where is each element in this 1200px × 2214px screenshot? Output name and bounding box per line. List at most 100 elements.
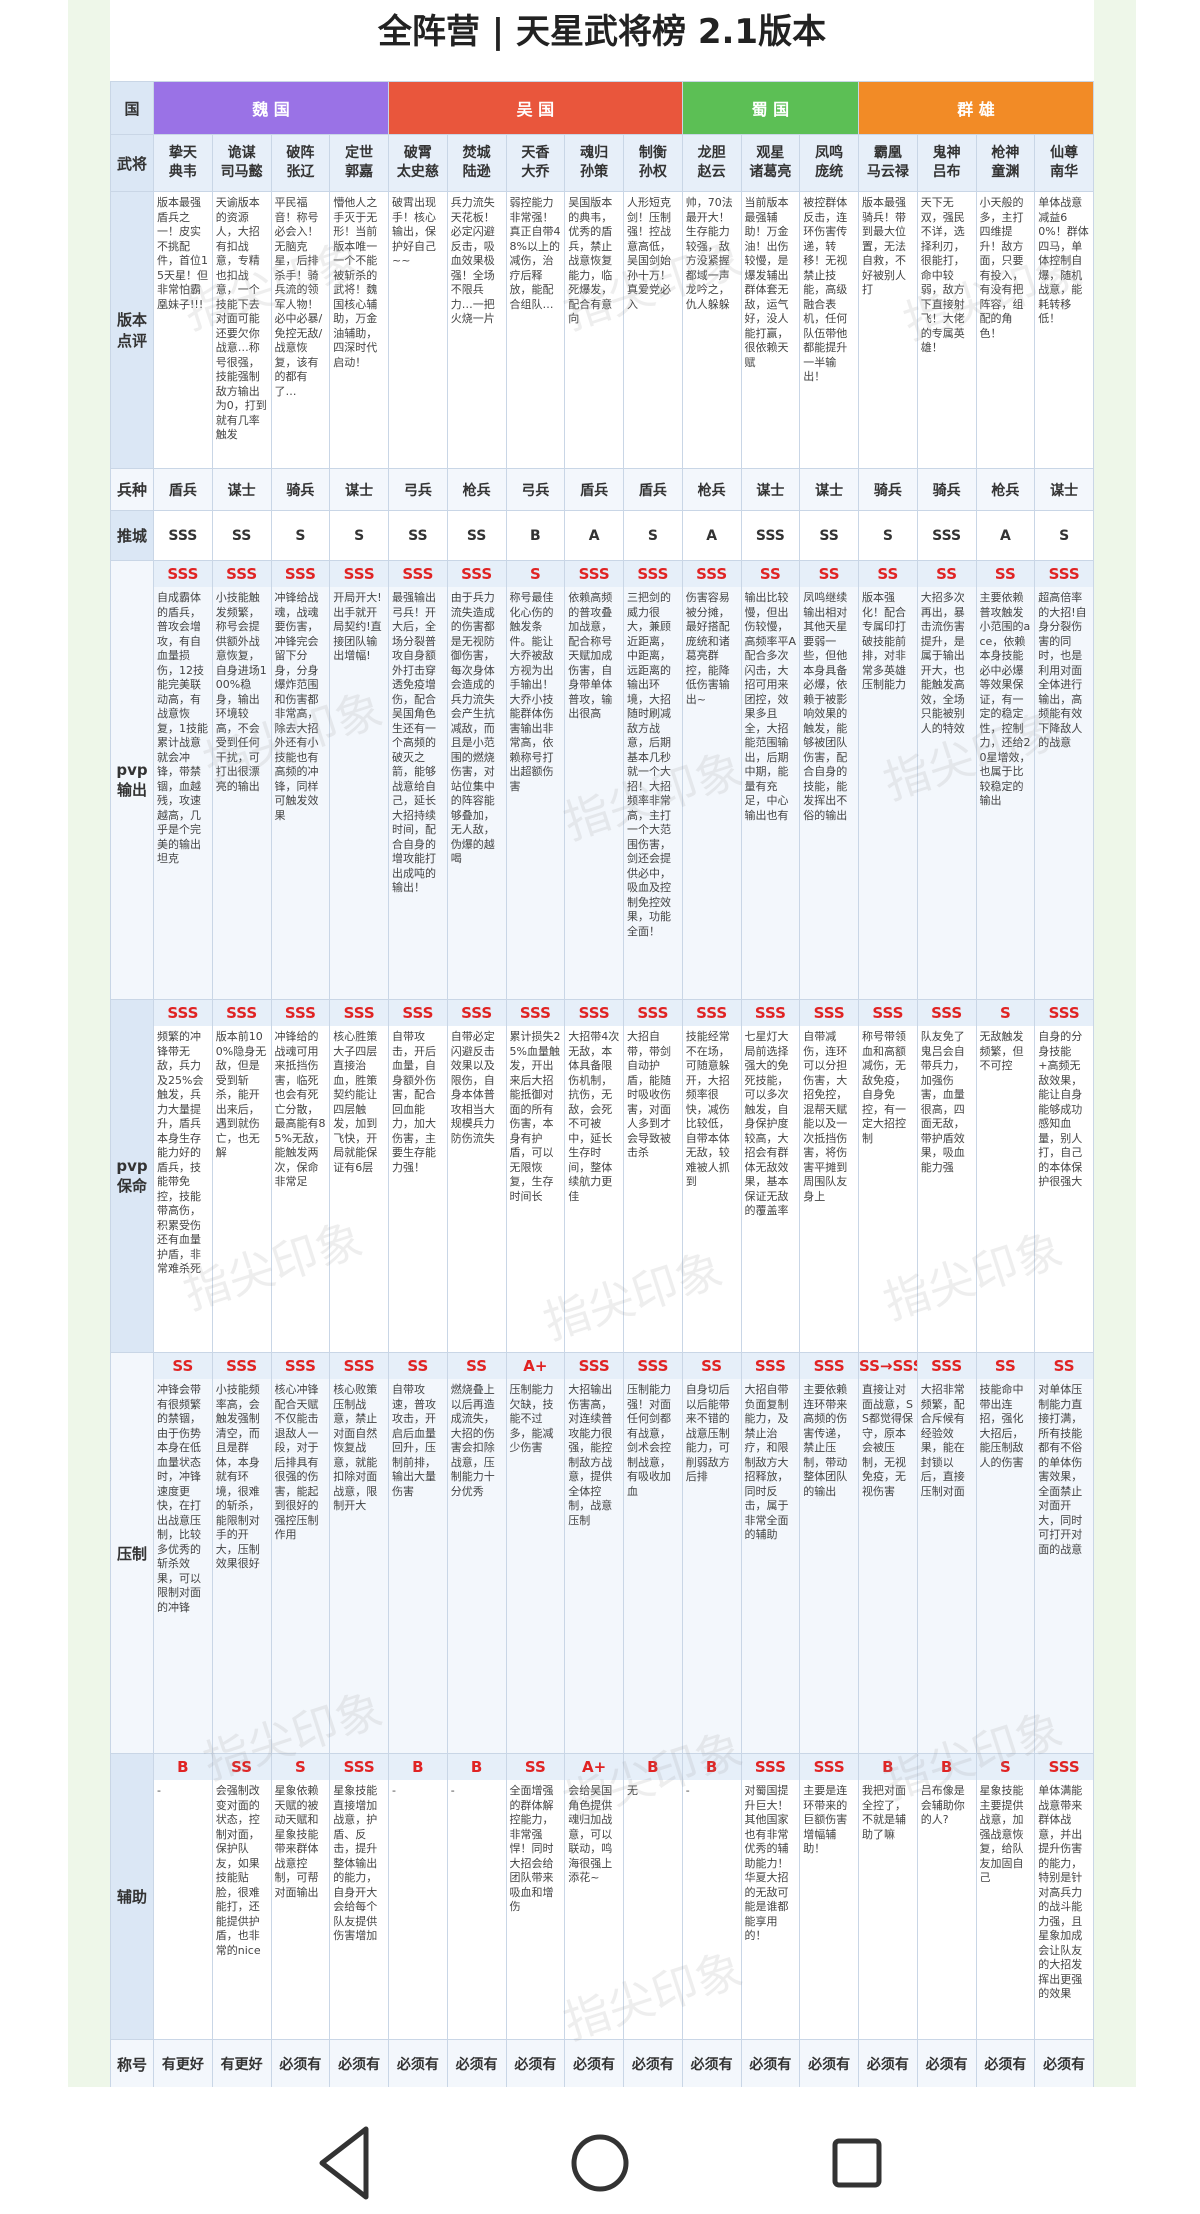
rating-text: 大招自带，带剑自动护盾，能随时吸收伤害，对面人多到才会导致被击杀	[627, 1030, 671, 1159]
rating: SSS	[389, 561, 447, 587]
rating: SSS	[565, 1353, 623, 1379]
general-name: 郭嘉	[345, 164, 374, 180]
comment-cell: 单体战意减益60%！群体四马，单体控制自爆，随机战意，能耗转移低！	[1034, 191, 1094, 469]
rating: SS	[1035, 1353, 1093, 1379]
text-cell: 必须有	[564, 2039, 624, 2089]
rating: SS	[741, 561, 799, 587]
rated-cell: SSS 核心冲锋配合天赋不仅能击退敌人一段，对于后排具有很强的伤害，能起到很好的强…	[270, 1352, 331, 1754]
home-button[interactable]	[571, 2134, 629, 2192]
table-row: 辅助 B - SS 会强制改变对面的状态，控制对面，保护队友，如果技能贴脸，很难能打，还…	[110, 1753, 1094, 2040]
back-button[interactable]	[319, 2126, 369, 2200]
table-row: 称号 有更好 有更好 必须有 必须有 必须有 必须有 必须有 必须有 必须有 必须有 必须有 必须有 必须…	[110, 2039, 1094, 2089]
rating-text: 无	[627, 1784, 638, 1797]
rating: SS→SSS	[859, 1353, 917, 1379]
rating-text: 大招非常频繁，配合斥候有经验效果，能在封锁以后，直接压制对面	[920, 1383, 965, 1498]
rated-cell: SSS 累计损失25%血量触发，开出来后大招能抵御对面的所有伤害，本身有护盾，可以…	[505, 999, 566, 1353]
rating: SSS	[330, 1754, 388, 1780]
rating: SS	[976, 561, 1034, 587]
general-cell: 定世 郭嘉	[329, 134, 389, 192]
general-name: 童渊	[991, 164, 1020, 180]
text-cell: 必须有	[681, 2039, 742, 2089]
rating: SSS	[213, 1353, 271, 1379]
rated-cell: SSS 三把剑的威力很大，兼顾近距离，中距离，远距离的输出环境，大招随时刷减敌方战…	[623, 560, 683, 1000]
rating: SSS	[741, 1000, 799, 1026]
text-cell: 谋士	[799, 468, 859, 511]
recents-button[interactable]	[832, 2138, 882, 2188]
rating: SSS	[154, 561, 212, 587]
row-label: 推城	[110, 510, 154, 561]
general-name: 诸葛亮	[749, 164, 792, 180]
general-name: 大乔	[521, 164, 550, 180]
rating-text: 吕布像是会辅助你的人?	[920, 1784, 965, 1826]
general-title: 观星	[756, 145, 785, 161]
rated-cell: SSS 队友免了鬼吕会自带兵力，加强伤害，血量很高，四面无敌，带护盾效果，吸血能力…	[916, 999, 977, 1353]
rating: SS	[976, 1353, 1034, 1379]
grade-cell: SS	[799, 510, 859, 561]
comment-cell: 平民福音！称号必会入！无脑克星，后排杀手！骑兵流的领军人物！必中必暴/免控无敌/…	[270, 191, 331, 469]
text-cell: 盾兵	[623, 468, 683, 511]
general-title: 鬼神	[932, 145, 961, 161]
rating: SS	[800, 561, 858, 587]
rated-cell: SS 对单体压制能力直接打满，所有技能都有不俗的单体伤害效果，全面禁止对面开大，同…	[1034, 1352, 1094, 1754]
text-cell: 必须有	[446, 2039, 507, 2089]
comment-text: 破霄出现手！核心输出，保护好自己~~	[392, 196, 436, 267]
text-cell: 必须有	[858, 2039, 918, 2089]
general-name: 吕布	[932, 164, 961, 180]
rating: SSS	[918, 1353, 976, 1379]
rating: SSS	[624, 1353, 682, 1379]
rating-text: 依赖高频的普攻叠加战意，配合称号天赋加成伤害，自身带单体普攻，输出很高	[568, 591, 613, 720]
rating-text: 最强输出弓兵！开大后，全场分裂普攻自身额外打击穿透免疫增伤，配合吴国角色生还有一…	[392, 591, 436, 894]
rated-cell: SSS 冲锋给战魂，战魂要伤害，冲锋完会留下分身，分身爆炸范围和伤害都非常高，除去…	[270, 560, 331, 1000]
general-title: 龙胆	[697, 145, 726, 161]
rating-text: 开局开大!出手就开局契约!直接团队输出增幅!	[333, 591, 382, 662]
comment-cell: 破霄出现手！核心输出，保护好自己~~	[388, 191, 448, 469]
comment-cell: 天下无双，强民不详，选择利刃，很能打，命中较弱，敌方下直接射飞！大佬的专属英雄！	[916, 191, 977, 469]
rated-cell: A+ 压制能力欠缺，技能不过多，能减少伤害	[505, 1352, 566, 1754]
text-cell: 必须有	[799, 2039, 859, 2089]
rating: S	[271, 1754, 329, 1780]
general-cell: 霸凰 马云禄	[858, 134, 918, 192]
text-cell: 骑兵	[858, 468, 918, 511]
comment-cell: 版本最强骑兵！带到最大位置，无法自救，不好被别人打	[858, 191, 918, 469]
faction-header: 群 雄	[858, 81, 1094, 135]
rating: SS	[154, 1353, 212, 1379]
rated-cell: B-	[388, 1753, 448, 2040]
rating: B	[859, 1754, 917, 1780]
rated-cell: SSS 自成霸体的盾兵，普攻会增攻，有自血量损伤，12技能完美联动高，有战意恢复，…	[153, 560, 213, 1000]
rating-text: 冲锋会带有很频繁的禁锢，由于伤势本身在低血量状态时，冲锋速度更快，在打出战意压制…	[157, 1383, 201, 1614]
grade-cell: SS	[388, 510, 448, 561]
general-title: 定世	[345, 145, 374, 161]
general-title: 制衡	[638, 145, 667, 161]
comment-text: 平民福音！称号必会入！无脑克星，后排杀手！骑兵流的领军人物！必中必暴/免控无敌/…	[274, 196, 323, 398]
comment-cell: 人形短克剑！压制强！控战意高低，吴国剑始孙十万！真爱党必入	[623, 191, 683, 469]
rated-cell: S 星象依赖天赋的被动天赋和星象技能带来群体战意控制，可帮对面输出	[270, 1753, 331, 2040]
rating-text: 核心冲锋配合天赋不仅能击退敌人一段，对于后排具有很强的伤害，能起到很好的强控压制…	[274, 1383, 319, 1541]
rating: SSS	[330, 561, 388, 587]
rating: SSS	[1035, 1754, 1093, 1780]
rating: B	[448, 1754, 506, 1780]
rated-cell: B-	[681, 1753, 742, 2040]
rating-text: 称号最佳化心伤的触发条件。能让大乔被敌方视为出手输出！大乔小技能群体伤害输出非常…	[509, 591, 554, 793]
rating: SS	[448, 1353, 506, 1379]
rating: SSS	[683, 561, 741, 587]
rating: SSS	[448, 1000, 506, 1026]
rated-cell: SSS 星象技能直接增加战意，护盾、反击，提升整体输出的能力，自身开大会给每个队友…	[329, 1753, 389, 2040]
text-cell: 弓兵	[505, 468, 566, 511]
rated-cell: SSS 自带攻击，开后血量，自身额外伤害，配合回血能力，加大伤害，主要生存能力强！	[388, 999, 448, 1353]
rated-cell: SS 燃烧叠上以后再造成流失，大招的伤害会扣除战意，压制能力十分优秀	[446, 1352, 507, 1754]
rated-cell: S 无敌触发频繁，但不可控	[975, 999, 1036, 1353]
general-cell: 凤鸣 庞统	[799, 134, 859, 192]
text-cell: 谋士	[329, 468, 389, 511]
rating: SS	[389, 1353, 447, 1379]
rated-cell: SS 技能命中带出连招，强化大招后，能压制敌人的伤害	[975, 1352, 1036, 1754]
rated-cell: SS 会强制改变对面的状态，控制对面，保护队友，如果技能贴脸，很难能打，还能提供护…	[211, 1753, 272, 2040]
comment-text: 版本最强骑兵！带到最大位置，无法自救，不好被别人打	[862, 196, 906, 296]
comment-text: 天谕版本的资源人，大招有扣战意，专精也扣战意，一个技能下去对面可能还要欠你战意……	[215, 196, 267, 441]
general-row: 武将 挚天 典韦 诡谋 司马懿 破阵 张辽 定世 郭嘉 破霄 太史慈 焚城 陆逊 天香 大乔 魂归 孙策 制衡 孙权…	[110, 134, 1094, 192]
rating: SSS	[800, 1754, 858, 1780]
ranking-table: 国魏 国吴 国蜀 国群 雄武将 挚天 典韦 诡谋 司马懿 破阵 张辽 定世 郭嘉 破霄 太史慈 焚城陆…	[110, 81, 1094, 2089]
rated-cell: SSS 大招带4次无敌，本体具备限伤机制，抗伤，无敌，会死不可被中，延长生存时间，…	[564, 999, 624, 1353]
rated-cell: B 我把对面全控了，不就是辅助了嘛	[858, 1753, 918, 2040]
